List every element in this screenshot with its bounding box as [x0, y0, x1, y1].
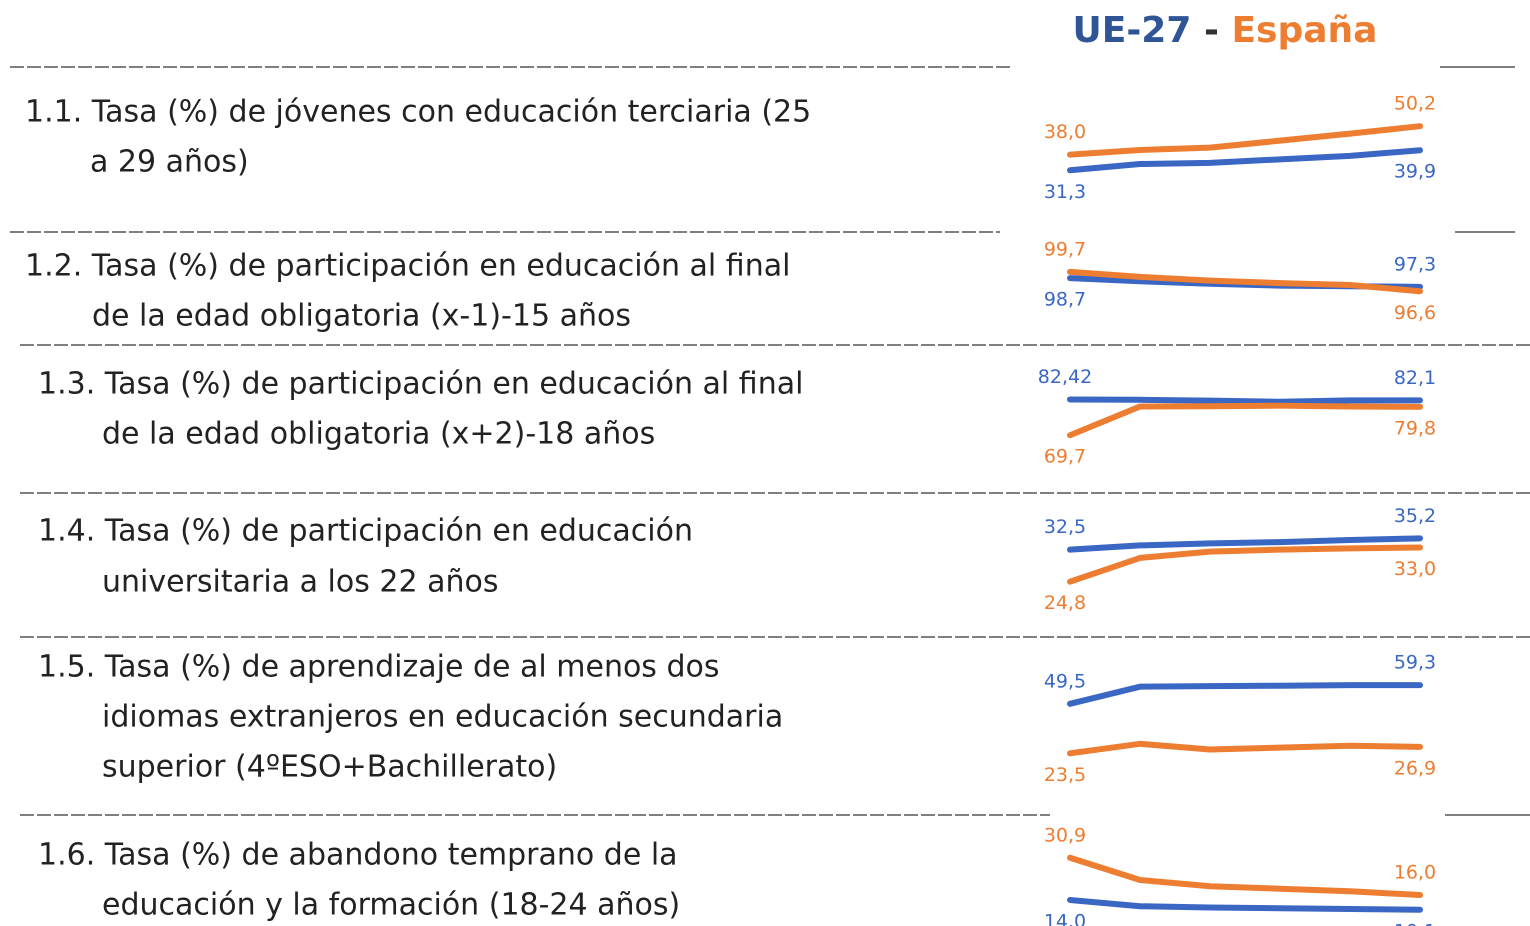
- series-line: [1067, 396, 1423, 405]
- indicator-label: superior (4ºESO+Bachillerato): [102, 750, 557, 785]
- series-line: [1067, 147, 1423, 174]
- data-label: 49,5: [1044, 670, 1086, 692]
- data-label: 96,6: [1394, 302, 1436, 324]
- data-label: 69,7: [1044, 446, 1086, 468]
- data-label: 50,2: [1394, 93, 1436, 115]
- series-line: [1067, 268, 1423, 295]
- series-line: [1067, 854, 1423, 898]
- data-label: 38,0: [1044, 121, 1086, 143]
- data-label: 30,9: [1044, 824, 1086, 846]
- data-label: 26,9: [1394, 757, 1436, 779]
- indicator-label: de la edad obligatoria (x-1)-15 años: [92, 299, 631, 334]
- data-label: 59,3: [1394, 652, 1436, 674]
- indicator-label: idiomas extranjeros en educación secunda…: [102, 700, 783, 735]
- data-label: 98,7: [1044, 289, 1086, 311]
- data-label: 33,0: [1394, 558, 1436, 580]
- data-label: 35,2: [1394, 505, 1436, 527]
- indicator-label: 1.5. Tasa (%) de aprendizaje de al menos…: [38, 650, 720, 685]
- data-label: 97,3: [1394, 253, 1436, 275]
- indicator-label: 1.3. Tasa (%) de participación en educac…: [38, 367, 803, 402]
- data-label: 23,5: [1044, 764, 1086, 786]
- indicator-label: 1.4. Tasa (%) de participación en educac…: [38, 514, 693, 549]
- data-label: 16,0: [1394, 862, 1436, 884]
- data-label: 39,9: [1394, 161, 1436, 183]
- data-label: 14,0: [1044, 911, 1086, 926]
- indicator-label: universitaria a los 22 años: [102, 565, 498, 600]
- legend: UE-27 - España: [1073, 10, 1378, 51]
- data-label: 10,1: [1394, 920, 1436, 926]
- series-line: [1067, 897, 1423, 913]
- data-label: 79,8: [1394, 417, 1436, 439]
- data-label: 31,3: [1044, 181, 1086, 203]
- series-line: [1067, 682, 1423, 707]
- series-line: [1067, 402, 1423, 439]
- indicator-label: 1.2. Tasa (%) de participación en educac…: [25, 249, 790, 284]
- data-label: 32,5: [1044, 516, 1086, 538]
- series-line: [1067, 544, 1423, 585]
- data-label: 82,42: [1038, 366, 1092, 388]
- legend-entry: UE-27: [1073, 10, 1192, 51]
- series-line: [1067, 740, 1423, 757]
- series-line: [1067, 123, 1423, 158]
- indicator-label: de la edad obligatoria (x+2)-18 años: [102, 417, 655, 452]
- data-label: 82,1: [1394, 367, 1436, 389]
- data-label: 99,7: [1044, 238, 1086, 260]
- legend-separator: -: [1204, 10, 1219, 51]
- indicator-label: 1.6. Tasa (%) de abandono temprano de la: [38, 838, 678, 873]
- series-line: [1067, 535, 1423, 553]
- data-label: 24,8: [1044, 592, 1086, 614]
- legend-entry: España: [1231, 10, 1377, 51]
- indicator-label: a 29 años): [90, 145, 249, 180]
- indicator-label: educación y la formación (18-24 años): [102, 888, 680, 923]
- indicator-label: 1.1. Tasa (%) de jóvenes con educación t…: [25, 95, 811, 130]
